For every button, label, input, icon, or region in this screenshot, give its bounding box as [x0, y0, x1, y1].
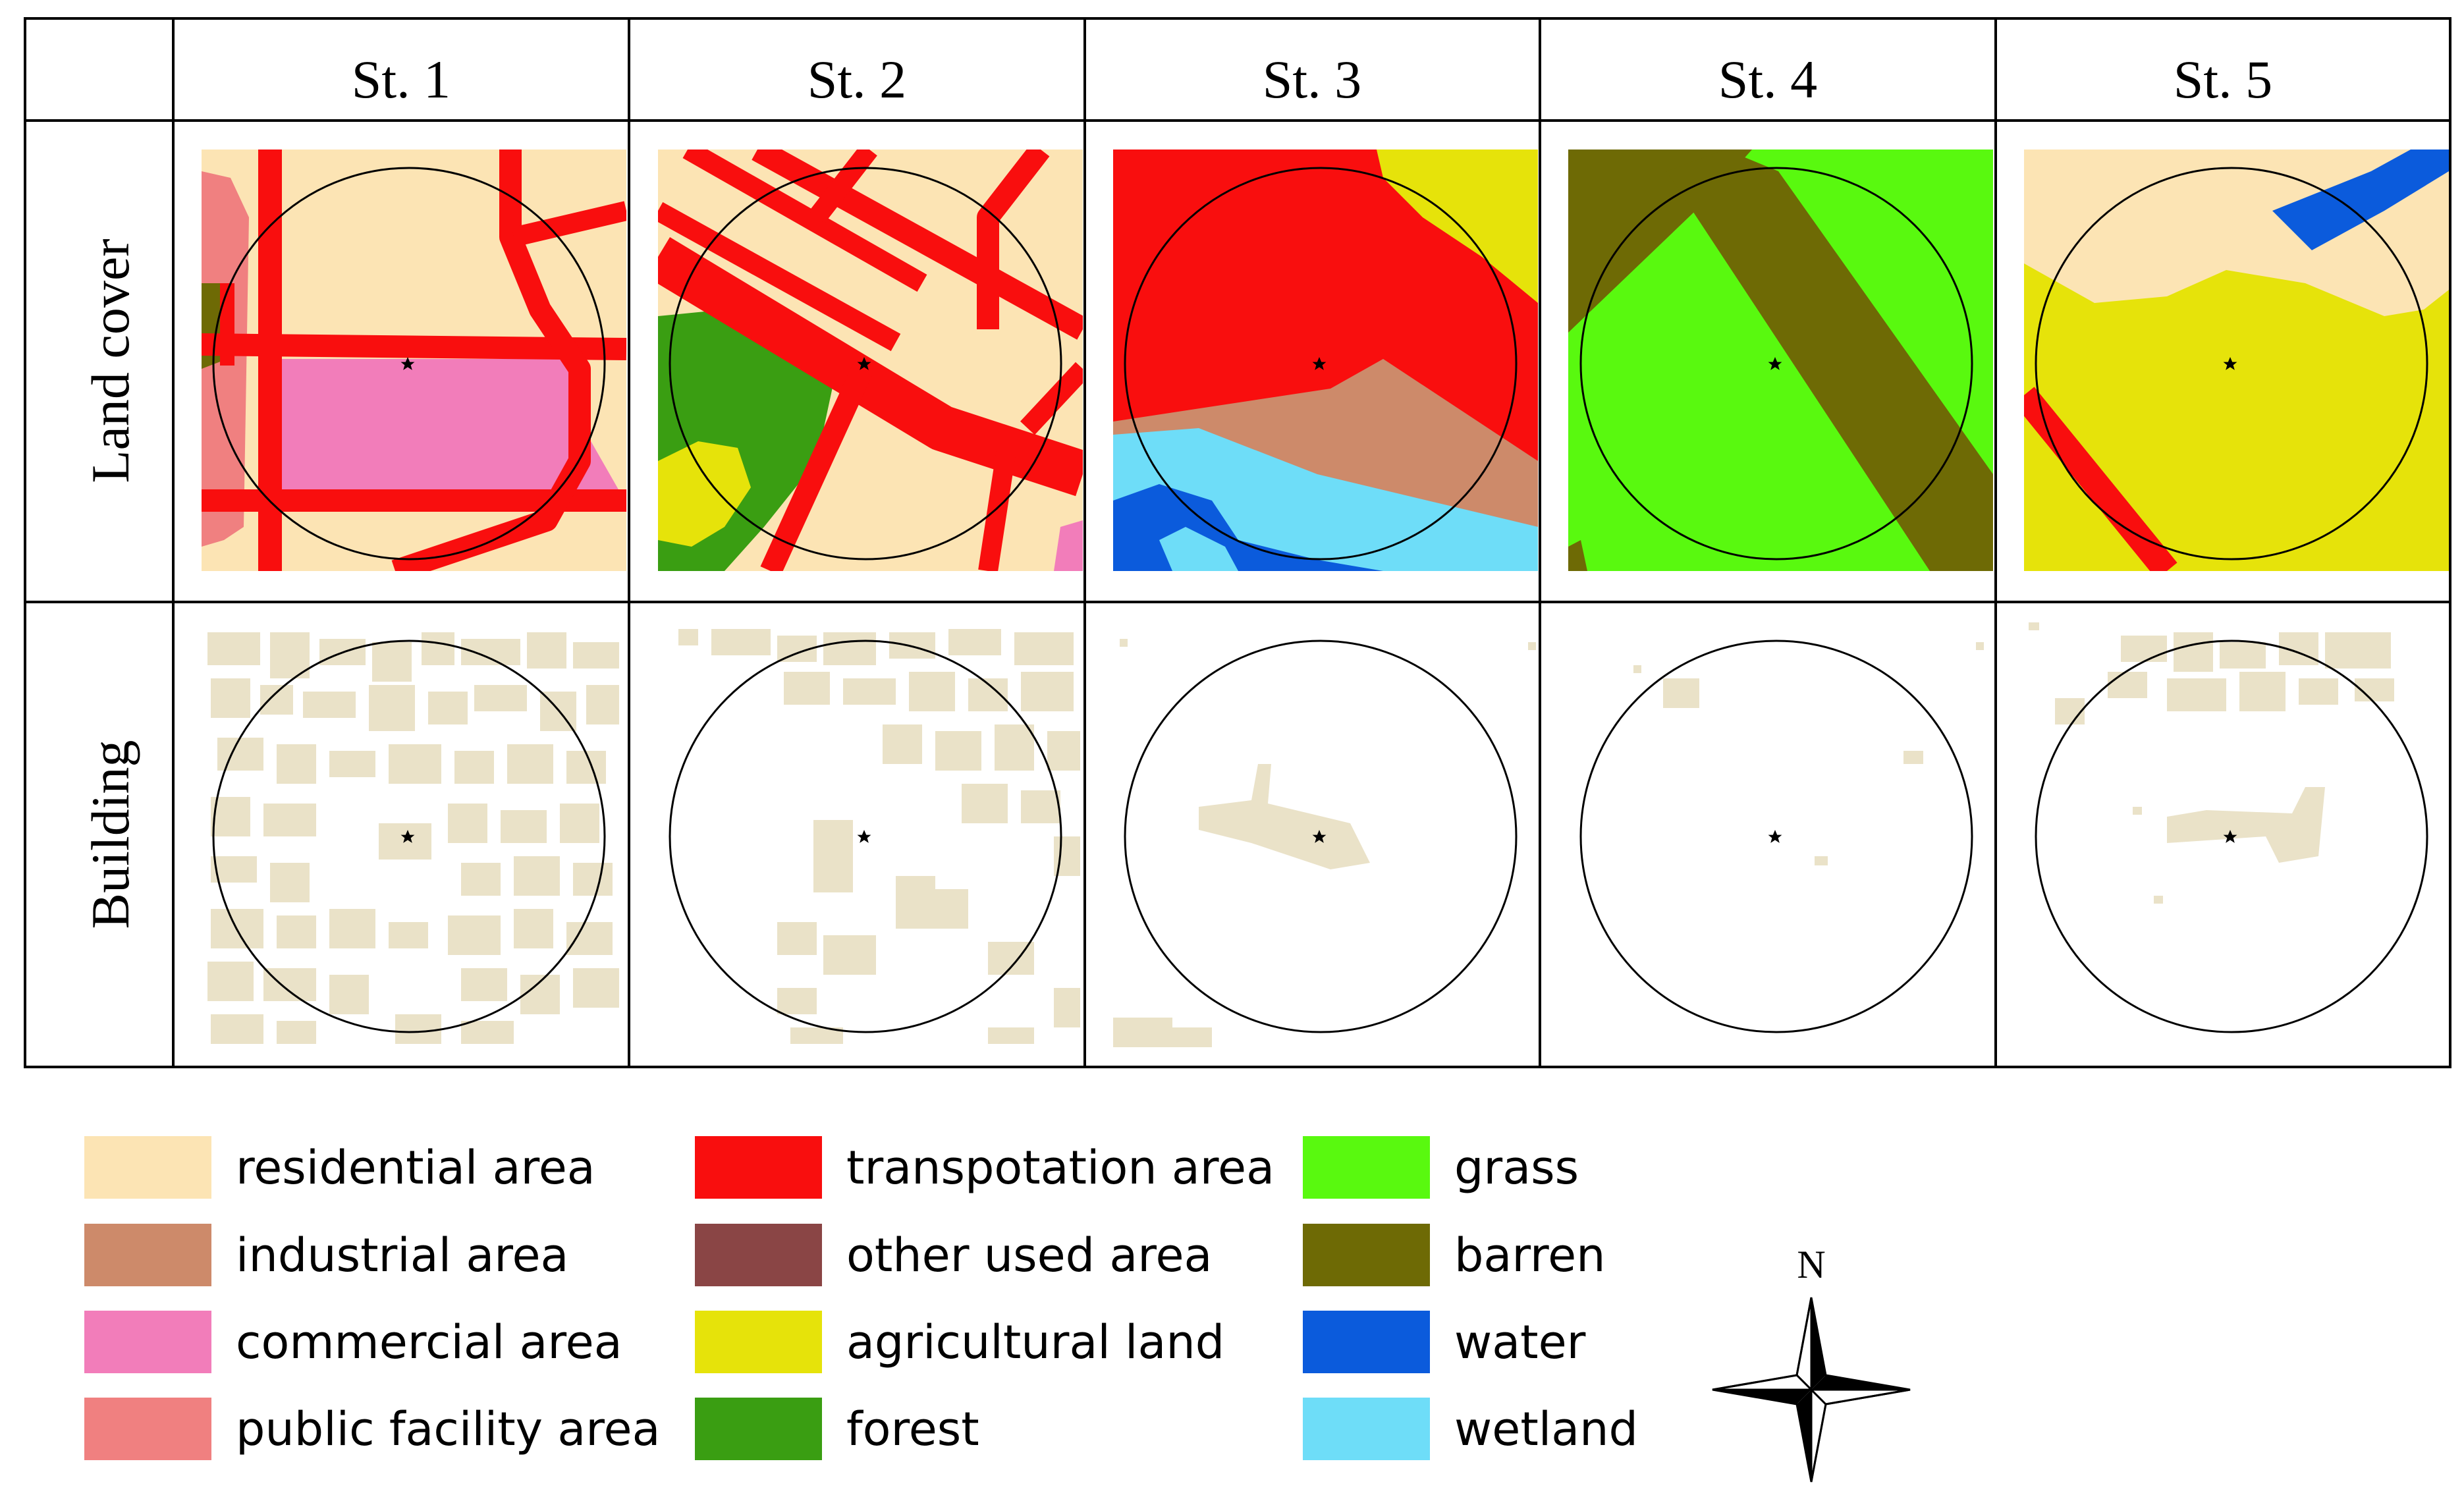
agricultural-patch [1377, 150, 1538, 303]
column-header-st5: St. 5 [2174, 49, 2272, 109]
barren-patch [1568, 540, 1587, 571]
station-map-table: St. 1 St. 2 St. 3 St. 4 St. 5 Land cover… [24, 17, 2451, 1068]
legend-swatch [1303, 1311, 1430, 1373]
building-map-st2 [678, 629, 1080, 1044]
buffer-circle [669, 640, 1062, 1033]
legend-swatch [84, 1398, 211, 1460]
buffer-circle [212, 167, 606, 560]
buffer-circle [1579, 167, 1973, 560]
landcover-map-st5 [2024, 150, 2449, 571]
star-icon [1768, 830, 1782, 843]
column-header-st2: St. 2 [808, 49, 906, 109]
legend-label: other used area [846, 1228, 1212, 1282]
column-header-st3: St. 3 [1263, 49, 1361, 109]
legend-swatch [695, 1224, 822, 1286]
buffer-circle [669, 167, 1062, 560]
legend-swatch [1303, 1136, 1430, 1199]
column-header-st4: St. 4 [1718, 49, 1817, 109]
landcover-map-st1 [202, 150, 626, 571]
landcover-map-st3 [1113, 150, 1538, 571]
building-map-st4 [1633, 642, 1984, 865]
legend-swatch [695, 1136, 822, 1199]
buffer-circle [2035, 167, 2428, 560]
north-label: N [1797, 1243, 1825, 1286]
legend-label: forest [846, 1402, 979, 1456]
row-label-building: Building [80, 740, 140, 929]
legend-label: industrial area [236, 1228, 568, 1282]
road-network [2024, 387, 2177, 571]
road-network [658, 150, 1083, 571]
table-grid [24, 17, 2451, 1068]
legend-swatch [695, 1311, 822, 1373]
legend-label: public facility area [236, 1402, 660, 1456]
legend-swatch [84, 1311, 211, 1373]
road-network [202, 150, 626, 571]
commercial-patch [1054, 520, 1083, 571]
star-icon [857, 830, 871, 843]
compass-rose-icon: N [1712, 1243, 1911, 1483]
legend-swatch [84, 1136, 211, 1199]
buffer-circle [1124, 640, 1518, 1033]
row-label-land-cover: Land cover [80, 238, 140, 483]
landcover-map-st4 [1568, 150, 1993, 571]
buffer-circle [212, 640, 606, 1033]
agricultural-patch [658, 441, 751, 547]
legend-swatch [1303, 1398, 1430, 1460]
column-header-st1: St. 1 [352, 49, 451, 109]
legend-label: agricultural land [846, 1315, 1224, 1369]
buffer-circle [1579, 640, 1973, 1033]
legend-label: commercial area [236, 1315, 622, 1369]
legend-label: grass [1454, 1141, 1579, 1195]
legend-label: barren [1454, 1228, 1606, 1282]
barren-patch [1666, 150, 1993, 571]
legend-label: transpotation area [846, 1141, 1274, 1195]
building-map-st1 [207, 632, 619, 1044]
legend-label: water [1454, 1315, 1586, 1369]
legend-label: residential area [236, 1141, 595, 1195]
buffer-circle [2035, 640, 2428, 1033]
landcover-map-st2 [658, 150, 1083, 571]
building-map-st5 [2029, 622, 2394, 904]
building-map-st3 [1113, 639, 1536, 1047]
buffer-circle [1124, 167, 1518, 560]
legend-swatch [84, 1224, 211, 1286]
legend-label: wetland [1454, 1402, 1638, 1456]
commercial-patch [277, 359, 619, 491]
water-patch [2272, 150, 2449, 250]
legend-swatch [695, 1398, 822, 1460]
legend-swatch [1303, 1224, 1430, 1286]
